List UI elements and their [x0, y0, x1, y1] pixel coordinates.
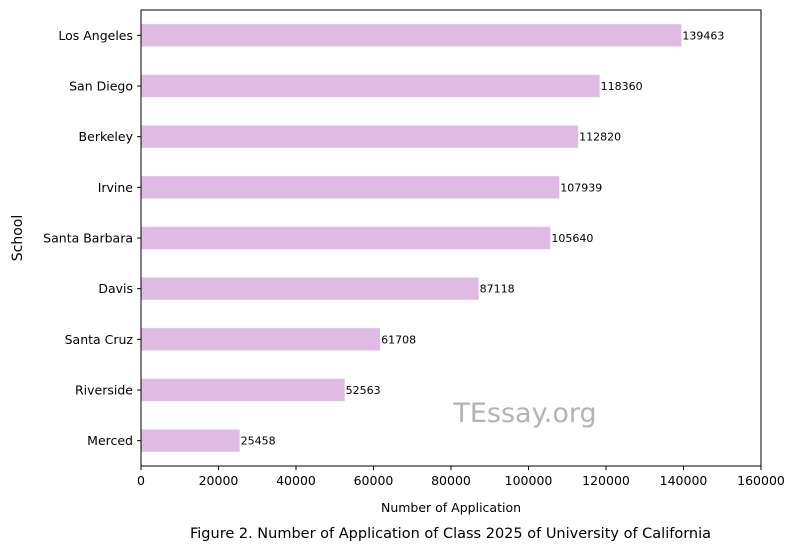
y-tick-label: Irvine — [98, 180, 134, 195]
bar-value-label: 112820 — [579, 131, 621, 144]
x-tick-label: 160000 — [737, 473, 785, 488]
y-tick-label: Santa Barbara — [43, 231, 133, 246]
y-tick-label: Santa Cruz — [65, 332, 134, 347]
bar-value-label: 105640 — [551, 232, 593, 245]
bar-value-label: 139463 — [682, 29, 724, 42]
bars-group — [141, 24, 682, 452]
y-tick-label: San Diego — [69, 79, 133, 94]
bar — [141, 176, 560, 199]
watermark: TEssay.org — [452, 398, 596, 429]
y-tick-label: Merced — [87, 433, 133, 448]
bar-value-label: 118360 — [601, 80, 643, 93]
x-axis-label: Number of Application — [381, 500, 521, 515]
bar-value-label: 52563 — [346, 384, 381, 397]
bar — [141, 328, 381, 351]
x-tick-label: 40000 — [276, 473, 316, 488]
bar — [141, 277, 479, 300]
bar-value-label: 61708 — [381, 333, 416, 346]
figure-caption: Figure 2. Number of Application of Class… — [189, 526, 712, 542]
x-tick-label: 0 — [137, 473, 145, 488]
x-tick-label: 80000 — [431, 473, 471, 488]
x-tick-label: 60000 — [354, 473, 394, 488]
value-labels-group: 139463 118360 112820 107939 105640 87118 61708… — [241, 29, 725, 447]
bar-value-label: 25458 — [241, 435, 276, 448]
y-tick-label: Davis — [98, 281, 133, 296]
y-axis-ticks: Los Angeles San Diego Berkeley Irvine Santa … — [43, 28, 141, 448]
y-tick-label: Los Angeles — [58, 28, 133, 43]
bar — [141, 125, 579, 148]
bar-value-label: 87118 — [480, 283, 515, 296]
x-tick-label: 100000 — [505, 473, 553, 488]
y-tick-label: Berkeley — [79, 129, 134, 144]
y-axis-label: School — [10, 215, 26, 261]
bar — [141, 429, 240, 452]
y-tick-label: Riverside — [75, 383, 133, 398]
x-tick-label: 120000 — [582, 473, 630, 488]
bar — [141, 378, 345, 402]
x-tick-label: 140000 — [660, 473, 708, 488]
bar — [141, 226, 551, 250]
x-axis-ticks: 0 20000 40000 60000 80000 100000 120000 140000 1… — [137, 466, 785, 488]
x-tick-label: 20000 — [199, 473, 239, 488]
bar — [141, 74, 600, 98]
bar — [141, 24, 682, 47]
bar-value-label: 107939 — [560, 181, 602, 194]
